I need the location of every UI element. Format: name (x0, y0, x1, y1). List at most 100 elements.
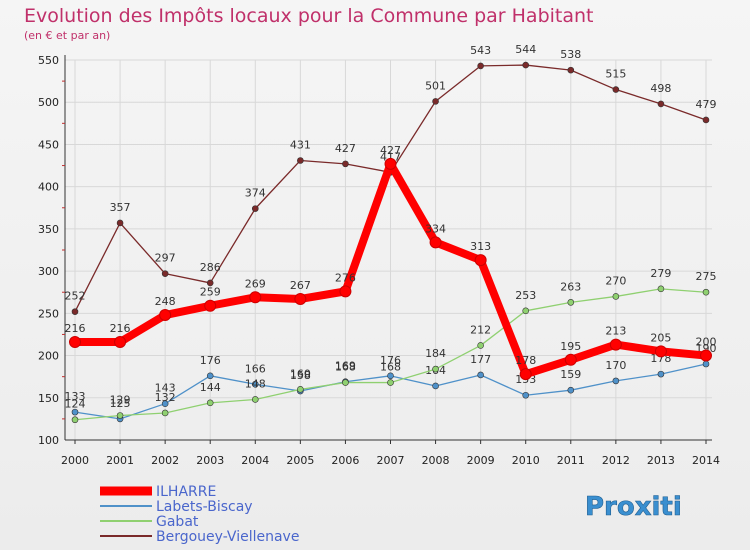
legend-label-ilharre: ILHARRE (156, 484, 216, 500)
data-label-ilharre: 213 (605, 325, 626, 338)
series-gabat: 124 129 132 144 148 160 168 168 184 212 253 263 270 2… (65, 267, 717, 424)
data-label-labets-biscay: 177 (470, 353, 491, 366)
data-point-ilharre (204, 299, 217, 312)
data-point-labets-biscay (612, 377, 620, 385)
y-tick-label: 450 (38, 138, 59, 151)
y-tick-label: 200 (38, 350, 59, 363)
data-label-gabat: 160 (290, 367, 311, 380)
data-label-bergouey-viellenave: 427 (335, 142, 356, 155)
data-point-bergouey-viellenave (522, 61, 530, 69)
data-label-labets-biscay: 159 (560, 368, 581, 381)
data-label-ilharre: 216 (65, 322, 86, 335)
x-tick-label: 2008 (422, 454, 450, 467)
series-ilharre: 216 216 248 259 269 267 276 427 334 313 178 195 213 2… (65, 144, 717, 381)
x-tick-label: 2007 (377, 454, 405, 467)
proxiti-logo: Proxiti (585, 492, 682, 523)
legend-label-labets-biscay: Labets-Biscay (156, 499, 253, 515)
y-tick-label: 500 (38, 96, 59, 109)
data-point-bergouey-viellenave (71, 308, 79, 315)
data-point-bergouey-viellenave (702, 116, 710, 124)
y-tick-label: 250 (38, 307, 59, 320)
legend-label-bergouey-viellenave: Bergouey-Viellenave (156, 529, 299, 545)
x-axis: 2000 2001 2002 2003 2004 2005 2006 2007 2008 2009… (61, 439, 720, 467)
data-label-labets-biscay: 158 (290, 369, 311, 382)
data-point-gabat (342, 379, 349, 386)
y-tick-label: 350 (38, 223, 59, 236)
x-tick-label: 2000 (61, 454, 89, 467)
data-label-labets-biscay: 133 (65, 390, 86, 403)
data-point-ilharre (609, 338, 622, 351)
legend: ILHARRELabets-BiscayGabatBergouey-Vielle… (100, 484, 299, 545)
data-label-gabat: 148 (245, 377, 266, 390)
data-point-labets-biscay (702, 360, 710, 368)
data-point-gabat (297, 386, 304, 393)
data-point-bergouey-viellenave (116, 219, 124, 227)
data-point-ilharre (654, 345, 667, 358)
data-label-ilharre: 248 (155, 295, 176, 308)
data-point-ilharre (159, 309, 172, 322)
data-point-labets-biscay (387, 372, 394, 380)
data-point-bergouey-viellenave (567, 66, 575, 74)
data-point-gabat (116, 412, 124, 419)
x-tick-label: 2003 (196, 454, 224, 467)
x-tick-label: 2005 (286, 454, 314, 467)
data-point-labets-biscay (432, 382, 439, 390)
data-label-bergouey-viellenave: 479 (696, 98, 717, 111)
data-label-labets-biscay: 169 (335, 360, 356, 373)
data-label-bergouey-viellenave: 417 (380, 150, 401, 163)
data-label-ilharre: 334 (425, 222, 446, 235)
data-label-ilharre: 259 (200, 286, 221, 299)
y-tick-label: 100 (38, 434, 59, 447)
data-label-gabat: 132 (155, 391, 176, 404)
data-point-gabat (387, 379, 394, 386)
data-point-ilharre (474, 254, 487, 267)
data-label-ilharre: 205 (650, 331, 671, 344)
data-label-bergouey-viellenave: 374 (245, 187, 266, 200)
data-point-bergouey-viellenave (297, 157, 304, 164)
data-point-bergouey-viellenave (342, 160, 349, 168)
data-label-gabat: 184 (425, 347, 446, 360)
data-point-gabat (567, 299, 575, 306)
data-label-bergouey-viellenave: 501 (425, 79, 446, 92)
data-label-labets-biscay: 176 (200, 354, 221, 367)
y-axis: 100 150 200 250 300 350 400 450 500 550 (38, 54, 66, 447)
x-tick-label: 2013 (647, 454, 675, 467)
data-point-labets-biscay (71, 408, 79, 416)
data-point-gabat (702, 288, 710, 296)
data-label-gabat: 270 (605, 274, 626, 287)
data-label-ilharre: 427 (380, 144, 401, 157)
x-tick-label: 2011 (557, 454, 585, 467)
x-tick-label: 2002 (151, 454, 179, 467)
data-label-gabat: 124 (65, 398, 86, 411)
x-tick-label: 2010 (512, 454, 540, 467)
data-label-bergouey-viellenave: 544 (515, 43, 536, 56)
data-label-labets-biscay: 170 (605, 359, 626, 372)
data-label-ilharre: 269 (245, 277, 266, 290)
logo-text: Proxiti (585, 492, 682, 522)
data-label-gabat: 212 (470, 323, 491, 336)
chart-subtitle: (en € et par an) (24, 29, 110, 42)
data-point-ilharre (294, 292, 307, 305)
data-label-ilharre: 200 (696, 336, 717, 349)
x-tick-label: 2004 (241, 454, 269, 467)
data-label-gabat: 168 (335, 361, 356, 374)
data-label-bergouey-viellenave: 252 (65, 290, 86, 303)
data-label-bergouey-viellenave: 431 (290, 138, 311, 151)
data-point-labets-biscay (251, 380, 259, 388)
data-point-bergouey-viellenave (161, 270, 169, 277)
x-tick-label: 2001 (106, 454, 134, 467)
data-point-labets-biscay (477, 371, 484, 379)
y-tick-label: 150 (38, 392, 59, 405)
data-label-gabat: 129 (110, 394, 131, 407)
data-label-bergouey-viellenave: 297 (155, 252, 176, 265)
data-point-gabat (161, 409, 169, 417)
data-point-gabat (477, 342, 484, 349)
data-label-ilharre: 267 (290, 279, 311, 292)
data-label-bergouey-viellenave: 538 (560, 48, 581, 61)
data-label-ilharre: 313 (470, 240, 491, 253)
legend-label-gabat: Gabat (156, 514, 199, 530)
data-point-gabat (71, 416, 79, 424)
data-label-gabat: 263 (560, 280, 581, 293)
x-tick-label: 2012 (602, 454, 630, 467)
